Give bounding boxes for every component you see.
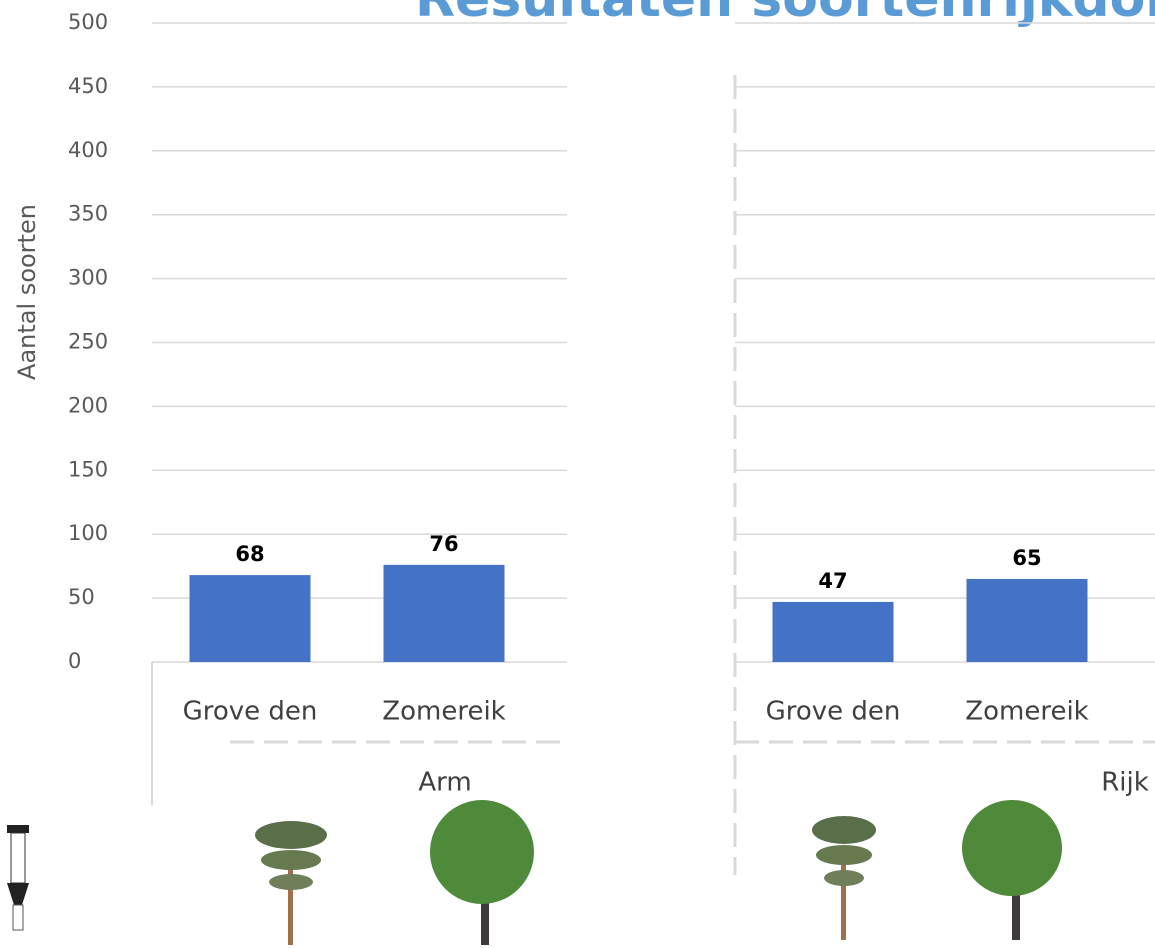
y-tick-label: 350 [68, 202, 108, 226]
y-tick-label: 250 [68, 330, 108, 354]
trap-icon [7, 825, 29, 930]
data-label: 65 [1012, 546, 1041, 570]
pine-tree [255, 821, 327, 945]
bar [384, 565, 505, 662]
x-tick-label: Grove den [183, 697, 318, 727]
x-tick-label: Zomereik [965, 697, 1088, 727]
y-tick-label: 150 [68, 457, 108, 481]
y-tick-label: 100 [68, 521, 108, 545]
group-label: Arm [418, 768, 471, 798]
y-tick-label: 0 [68, 649, 81, 673]
bar [773, 602, 894, 662]
chart-title: Resultaten soortenrijkdom [415, 0, 1155, 29]
y-tick-label: 200 [68, 393, 108, 417]
bar [967, 579, 1088, 662]
y-tick-label: 300 [68, 266, 108, 290]
bar [190, 575, 311, 662]
x-tick-label: Grove den [766, 697, 901, 727]
y-axis-label: Aantal soorten [13, 204, 41, 380]
data-label: 47 [818, 569, 847, 593]
y-tick-label: 450 [68, 74, 108, 98]
chart: Resultaten soortenrijkdom Aantal soorten… [0, 0, 1155, 948]
y-tick-label: 500 [68, 10, 108, 34]
y-tick-label: 50 [68, 585, 95, 609]
data-label: 68 [235, 542, 264, 566]
oak-tree [430, 800, 534, 945]
y-tick-label: 400 [68, 138, 108, 162]
page: {"chart_data": {"type": "bar", "title": … [0, 0, 1155, 948]
pine-tree [812, 816, 876, 940]
group-label: Rijk [1101, 768, 1149, 798]
x-tick-label: Zomereik [382, 697, 505, 727]
data-label: 76 [429, 532, 458, 556]
oak-tree [962, 800, 1062, 940]
